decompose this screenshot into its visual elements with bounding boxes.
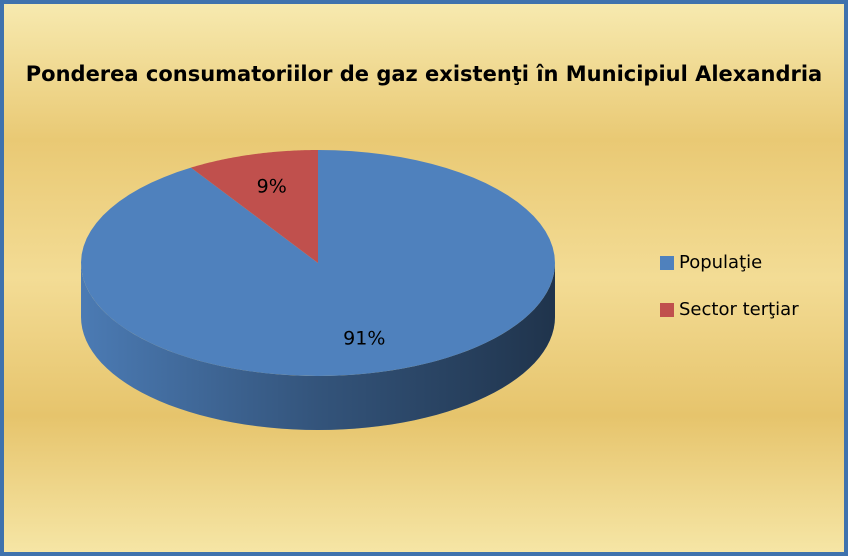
slice bbox=[191, 150, 318, 263]
legend-swatch bbox=[660, 256, 674, 270]
data-label: 9% bbox=[257, 176, 287, 198]
legend-label: Sector terţiar bbox=[679, 299, 799, 320]
side-shade bbox=[81, 263, 555, 430]
slice bbox=[81, 150, 555, 376]
legend-label: Populaţie bbox=[679, 252, 762, 273]
chart-title: Ponderea consumatoriilor de gaz existenţ… bbox=[26, 62, 822, 86]
data-label: 91% bbox=[343, 327, 385, 349]
legend-swatch bbox=[660, 303, 674, 317]
